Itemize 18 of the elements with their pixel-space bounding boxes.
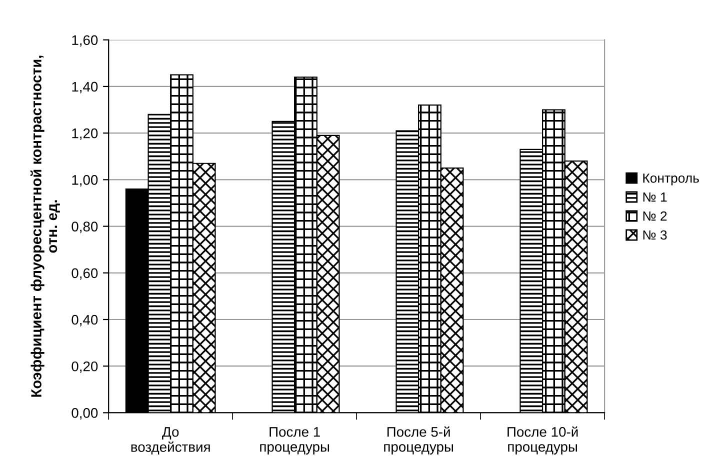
y-tick-label: 1,40 [72,82,98,94]
y-tick-label: 0,20 [72,361,98,373]
legend-label: № 2 [643,211,667,221]
y-tick-label: 0,00 [72,408,98,420]
y-tick-label: 1,20 [72,128,98,140]
y-tick-label: 1,00 [72,175,98,186]
y-axis-title: Коэффициент флуоресцентной контрастности, отн. ед. [30,56,60,397]
x-tick-label: После 1 процедуры [260,427,330,455]
y-tick-label: 0,60 [72,268,98,280]
y-tick-label: 1,60 [72,35,98,47]
x-tick-label: До воздействия [131,427,210,455]
legend-label: № 3 [643,230,667,240]
x-tick-label: После 10-й процедуры [508,426,578,455]
legend-label: № 1 [643,192,667,202]
legend-label: Контроль [643,174,699,186]
y-tick-label: 0,40 [72,314,98,326]
x-tick-label: После 5-й процедуры [384,426,453,455]
y-tick-label: 0,80 [72,222,98,234]
